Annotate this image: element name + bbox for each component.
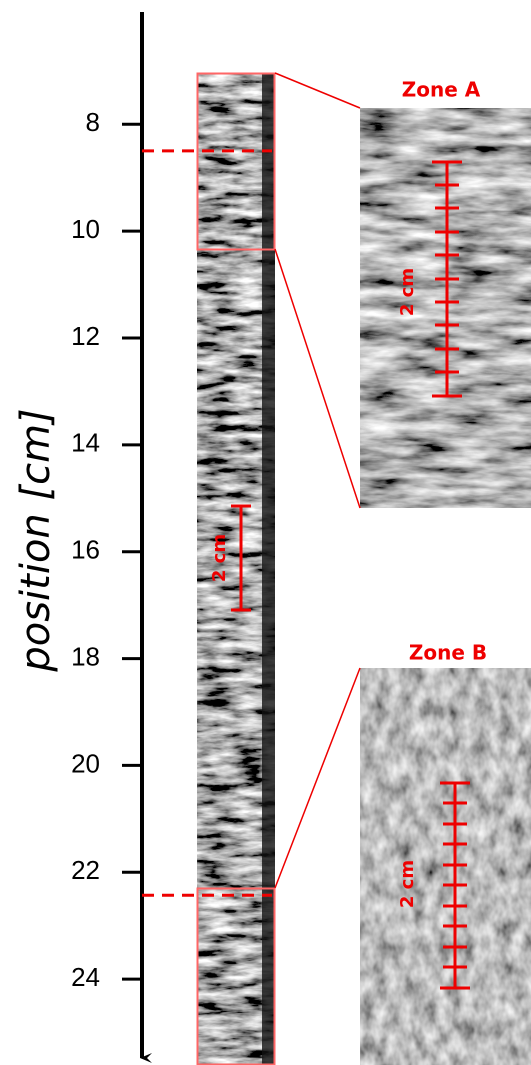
connector (274, 667, 361, 889)
y-tick-label: 16 (71, 535, 100, 565)
y-tick-label: 20 (71, 748, 100, 778)
core-edge (262, 73, 275, 1065)
scale-label: 2 cm (397, 268, 418, 316)
y-tick-label: 18 (71, 641, 100, 671)
connector (274, 72, 361, 109)
scale-bar (440, 781, 470, 990)
zone-a-box (196, 72, 276, 251)
y-tick-label: 8 (86, 107, 100, 137)
y-tick-label: 10 (71, 214, 100, 244)
y-tick-label: 12 (71, 321, 100, 351)
scale-label: 2 cm (209, 534, 230, 582)
scale-bar (432, 160, 462, 398)
y-tick-label: 14 (71, 428, 100, 458)
zone-label: Zone B (409, 641, 487, 665)
y-tick-label: 22 (71, 855, 100, 885)
scale-bar (231, 504, 251, 612)
y-tick-label: 24 (71, 962, 100, 992)
scale-label: 2 cm (397, 860, 418, 908)
zone-label: Zone A (402, 78, 481, 102)
y-axis-label: position [cm] (13, 408, 59, 672)
connector (274, 248, 361, 509)
